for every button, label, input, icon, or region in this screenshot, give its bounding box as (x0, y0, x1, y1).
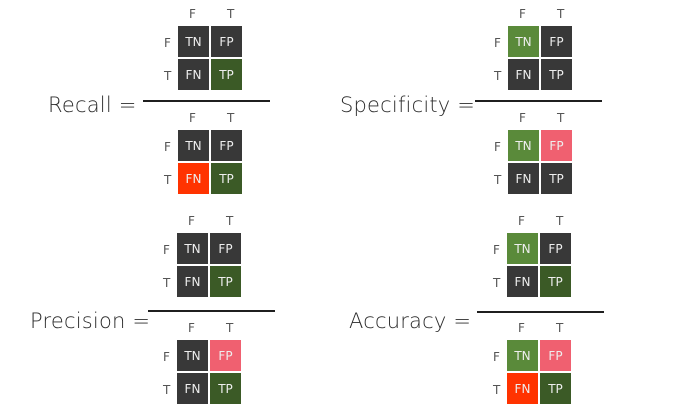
cell-tp: TP (541, 163, 572, 194)
metric-label: Recall = (48, 93, 137, 117)
column-header-f: F (189, 7, 196, 21)
row-header-t: T (164, 69, 172, 83)
row-header-t: T (163, 276, 171, 290)
column-header-t: T (556, 214, 564, 228)
metric-label: Specificity = (340, 93, 476, 117)
column-header-f: F (188, 321, 195, 335)
fraction-bar (475, 100, 602, 102)
row-header-f: F (163, 243, 170, 257)
cell-tp: TP (211, 59, 242, 90)
confusion-matrix-numerator: F T F T TN FP FN TP (163, 214, 243, 299)
cell-fp: FP (211, 26, 242, 57)
cell-tn: TN (507, 233, 538, 264)
fraction-bar (143, 100, 270, 102)
cell-tn: TN (177, 340, 208, 371)
cell-tp: TP (210, 266, 241, 297)
cell-tp: TP (540, 373, 571, 404)
column-header-t: T (227, 7, 235, 21)
confusion-matrix-denominator: F T F T TN FP FN TP (164, 111, 244, 196)
column-header-t: T (557, 7, 565, 21)
cell-tn: TN (178, 26, 209, 57)
cell-fn: FN (507, 373, 538, 404)
row-header-t: T (494, 173, 502, 187)
column-header-f: F (518, 214, 525, 228)
cell-tp: TP (540, 266, 571, 297)
cell-tn: TN (178, 130, 209, 161)
cell-tn: TN (177, 233, 208, 264)
cell-fp: FP (540, 233, 571, 264)
column-header-f: F (518, 321, 525, 335)
cell-fn: FN (177, 373, 208, 404)
cell-tn: TN (508, 130, 539, 161)
row-header-t: T (163, 383, 171, 397)
metric-label: Precision = (30, 309, 151, 333)
confusion-matrix-numerator: F T F T TN FP FN TP (164, 7, 244, 92)
fraction-bar (477, 311, 604, 313)
row-header-t: T (164, 173, 172, 187)
column-header-t: T (227, 111, 235, 125)
row-header-t: T (493, 383, 501, 397)
row-header-f: F (494, 36, 501, 50)
column-header-t: T (226, 214, 234, 228)
cell-fn: FN (178, 163, 209, 194)
row-header-t: T (493, 276, 501, 290)
confusion-matrix-denominator: F T F T TN FP FN TP (493, 321, 573, 406)
cell-fn: FN (508, 163, 539, 194)
confusion-matrix-numerator: F T F T TN FP FN TP (494, 7, 574, 92)
column-header-t: T (557, 111, 565, 125)
cell-fn: FN (177, 266, 208, 297)
column-header-f: F (519, 7, 526, 21)
row-header-f: F (163, 350, 170, 364)
cell-tp: TP (211, 163, 242, 194)
row-header-t: T (494, 69, 502, 83)
cell-fp: FP (541, 26, 572, 57)
column-header-t: T (556, 321, 564, 335)
column-header-f: F (189, 111, 196, 125)
row-header-f: F (494, 140, 501, 154)
column-header-f: F (519, 111, 526, 125)
cell-fn: FN (178, 59, 209, 90)
row-header-f: F (493, 243, 500, 257)
fraction-bar (148, 310, 275, 312)
confusion-matrix-denominator: F T F T TN FP FN TP (163, 321, 243, 406)
column-header-t: T (226, 321, 234, 335)
cell-tp: TP (210, 373, 241, 404)
row-header-f: F (164, 36, 171, 50)
cell-fn: FN (508, 59, 539, 90)
confusion-matrix-denominator: F T F T TN FP FN TP (494, 111, 574, 196)
cell-tp: TP (541, 59, 572, 90)
cell-fp: FP (211, 130, 242, 161)
confusion-matrix-numerator: F T F T TN FP FN TP (493, 214, 573, 299)
cell-fp: FP (541, 130, 572, 161)
cell-tn: TN (507, 340, 538, 371)
row-header-f: F (493, 350, 500, 364)
row-header-f: F (164, 140, 171, 154)
metric-label: Accuracy = (349, 309, 472, 333)
cell-fn: FN (507, 266, 538, 297)
cell-fp: FP (210, 233, 241, 264)
cell-tn: TN (508, 26, 539, 57)
column-header-f: F (188, 214, 195, 228)
cell-fp: FP (210, 340, 241, 371)
cell-fp: FP (540, 340, 571, 371)
